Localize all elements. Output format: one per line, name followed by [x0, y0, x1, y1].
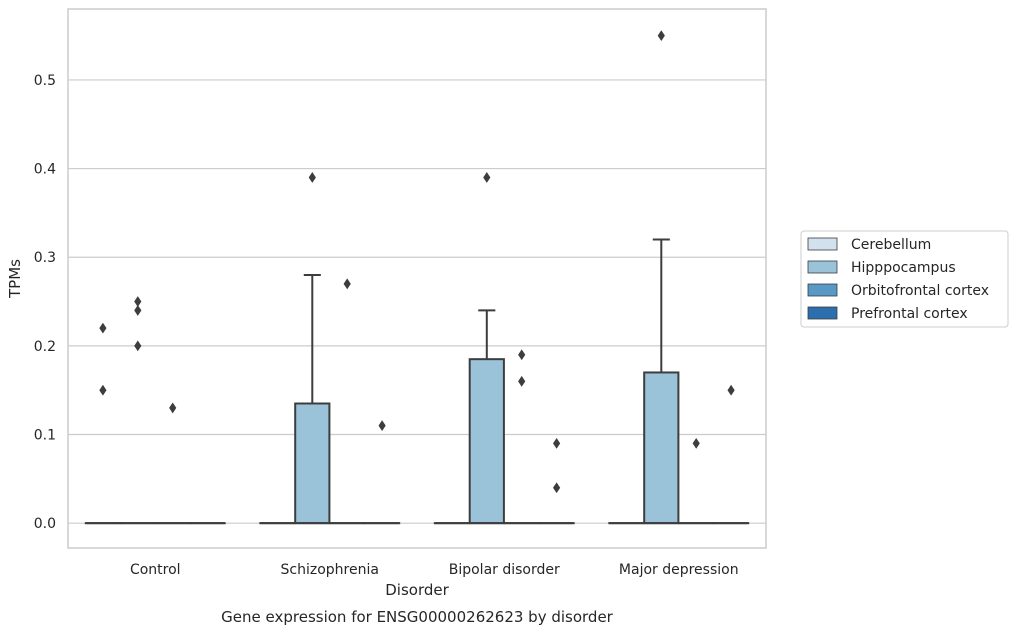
outlier-point	[728, 385, 735, 396]
legend-label: Hipppocampus	[851, 260, 956, 276]
legend-swatch	[808, 284, 837, 296]
outlier-point	[134, 305, 141, 316]
legend-swatch	[808, 261, 837, 273]
box-body	[644, 372, 678, 523]
x-tick-label: Control	[130, 562, 181, 578]
y-tick-label: 0.5	[34, 73, 56, 89]
outlier-point	[134, 340, 141, 351]
box-body	[295, 403, 329, 523]
box-hipppocampus	[295, 275, 329, 523]
outlier-point	[99, 323, 106, 334]
box-plots	[86, 239, 748, 523]
legend-label: Prefrontal cortex	[851, 306, 968, 322]
outlier-point	[553, 482, 560, 493]
legend-label: Orbitofrontal cortex	[851, 283, 989, 299]
x-tick-labels: Control Schizophrenia Bipolar disorder Majo…	[130, 562, 739, 578]
legend-swatch	[808, 238, 837, 250]
outlier-point	[483, 172, 490, 183]
outlier-point	[379, 420, 386, 431]
outlier-point	[553, 438, 560, 449]
legend-swatch	[808, 307, 837, 319]
outlier-point	[309, 172, 316, 183]
x-tick-label: Schizophrenia	[281, 562, 379, 578]
chart-caption: Gene expression for ENSG00000262623 by d…	[221, 608, 614, 626]
y-tick-label: 0.1	[34, 428, 56, 444]
y-tick-label: 0.4	[34, 162, 56, 178]
outlier-point	[344, 278, 351, 289]
y-tick-labels: 0.0 0.1 0.2 0.3 0.4 0.5	[34, 73, 56, 532]
x-tick-label: Major depression	[619, 562, 739, 578]
box-hipppocampus	[470, 310, 504, 523]
outlier-point	[169, 403, 176, 414]
outlier-points	[99, 30, 734, 493]
outlier-point	[99, 385, 106, 396]
legend-label: Cerebellum	[851, 237, 931, 253]
outlier-point	[658, 30, 665, 41]
y-tick-label: 0.0	[34, 516, 56, 532]
box-body	[470, 359, 504, 523]
x-tick-label: Bipolar disorder	[449, 562, 560, 578]
outlier-point	[693, 438, 700, 449]
y-axis-label: TPMs	[6, 259, 24, 299]
legend: Cerebellum Hipppocampus Orbitofrontal cort…	[801, 231, 1008, 327]
outlier-point	[518, 349, 525, 360]
y-tick-label: 0.3	[34, 250, 56, 266]
box-hipppocampus	[644, 239, 678, 523]
x-axis-label: Disorder	[385, 581, 449, 599]
y-tick-label: 0.2	[34, 339, 56, 355]
outlier-point	[518, 376, 525, 387]
